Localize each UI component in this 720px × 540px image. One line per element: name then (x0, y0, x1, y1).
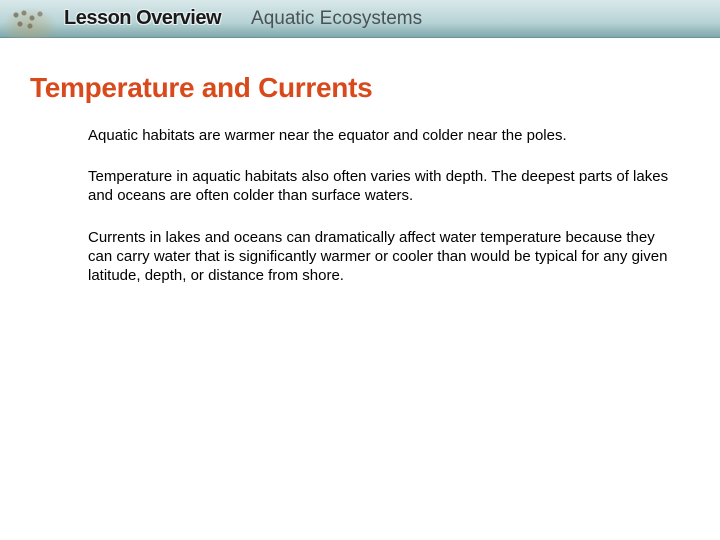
section-heading: Temperature and Currents (30, 72, 690, 104)
topic-title: Aquatic Ecosystems (251, 8, 422, 30)
slide-content: Temperature and Currents Aquatic habitat… (0, 38, 720, 285)
paragraph: Temperature in aquatic habitats also oft… (88, 167, 670, 205)
slide-header: Lesson Overview Aquatic Ecosystems (0, 0, 720, 38)
header-ornament-icon (0, 0, 70, 38)
body-text-block: Aquatic habitats are warmer near the equ… (88, 126, 670, 285)
lesson-overview-label: Lesson Overview (64, 7, 221, 30)
paragraph: Currents in lakes and oceans can dramati… (88, 228, 670, 286)
paragraph: Aquatic habitats are warmer near the equ… (88, 126, 670, 145)
